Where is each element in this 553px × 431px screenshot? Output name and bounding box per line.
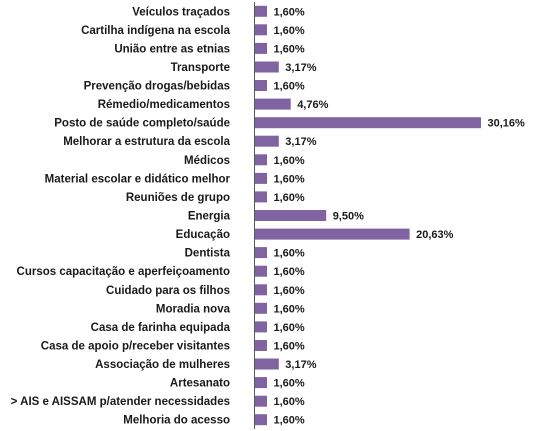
bar xyxy=(255,265,267,277)
bar xyxy=(255,358,279,370)
category-label: Associação de mulheres xyxy=(95,359,230,371)
value-label: 1,60% xyxy=(274,81,305,93)
value-label: 1,60% xyxy=(274,415,305,427)
category-label: Casa de farinha equipada xyxy=(91,322,231,334)
value-label: 1,60% xyxy=(274,6,305,18)
value-label: 1,60% xyxy=(274,378,305,390)
bar xyxy=(255,135,279,147)
category-label: Posto de saúde completo/saúde xyxy=(54,118,230,130)
category-label: União entre as etnias xyxy=(114,43,230,55)
bar xyxy=(255,321,267,333)
bar xyxy=(255,377,267,389)
value-label: 1,60% xyxy=(274,285,305,297)
value-label: 1,60% xyxy=(274,173,305,185)
value-label: 1,60% xyxy=(274,248,305,260)
bars-group xyxy=(255,5,481,426)
value-label: 4,76% xyxy=(297,99,328,111)
value-label: 9,50% xyxy=(333,211,364,223)
category-label: Energia xyxy=(188,211,231,223)
bar xyxy=(255,302,267,314)
category-labels-group: Veículos traçados Cartilha indígena na es… xyxy=(11,6,231,426)
category-label: Cursos capacitação e aperfeiçoamento xyxy=(17,266,230,278)
bar xyxy=(255,210,327,221)
category-label: Cuidado para os filhos xyxy=(106,285,230,297)
value-label: 1,60% xyxy=(274,341,305,353)
category-label: Dentista xyxy=(185,248,231,260)
category-label: Moradia nova xyxy=(156,303,231,315)
category-label: Casa de apoio p/receber visitantes xyxy=(41,341,230,353)
category-label: Rémedio/medicamentos xyxy=(98,99,230,111)
value-label: 3,17% xyxy=(285,62,316,74)
bar xyxy=(255,414,267,426)
bar xyxy=(255,228,410,240)
category-label: Prevenção drogas/bebidas xyxy=(84,81,230,93)
value-labels-group: 1,60% 1,60% 1,60% 3,17% 1,60% 4,76% 30,16% 3,17… xyxy=(274,6,526,426)
bar xyxy=(255,284,267,296)
category-label: Melhoria do acesso xyxy=(123,415,230,427)
value-label: 3,17% xyxy=(285,359,316,371)
bar xyxy=(255,247,267,259)
value-label: 20,63% xyxy=(416,229,454,241)
bar xyxy=(255,42,267,54)
value-label: 1,60% xyxy=(274,192,305,204)
value-label: 1,60% xyxy=(274,396,305,408)
bar xyxy=(255,340,267,351)
bar xyxy=(255,154,267,166)
bar xyxy=(255,24,267,36)
bar xyxy=(255,395,267,407)
bar xyxy=(255,5,267,17)
bar xyxy=(255,80,267,91)
category-label: > AIS e AISSAM p/atender necessidades xyxy=(11,396,230,408)
category-label: Veículos traçados xyxy=(132,6,230,18)
value-label: 30,16% xyxy=(488,118,526,130)
value-label: 1,60% xyxy=(274,25,305,37)
category-label: Educação xyxy=(176,229,230,241)
value-label: 3,17% xyxy=(285,136,316,148)
bar xyxy=(255,191,267,203)
category-label: Médicos xyxy=(184,155,230,167)
category-label: Melhorar a estrutura da escola xyxy=(63,136,230,148)
category-label: Cartilha indígena na escola xyxy=(81,25,231,37)
category-label: Reuniões de grupo xyxy=(126,192,230,204)
value-label: 1,60% xyxy=(274,303,305,315)
category-label: Artesanato xyxy=(170,378,230,390)
value-label: 1,60% xyxy=(274,155,305,167)
bar xyxy=(255,117,481,129)
bar xyxy=(255,61,279,73)
category-label: Transporte xyxy=(171,62,230,74)
category-label: Material escolar e didático melhor xyxy=(45,173,231,185)
value-label: 1,60% xyxy=(274,43,305,55)
bar xyxy=(255,98,291,110)
value-label: 1,60% xyxy=(274,266,305,278)
value-label: 1,60% xyxy=(274,322,305,334)
bar xyxy=(255,172,267,184)
